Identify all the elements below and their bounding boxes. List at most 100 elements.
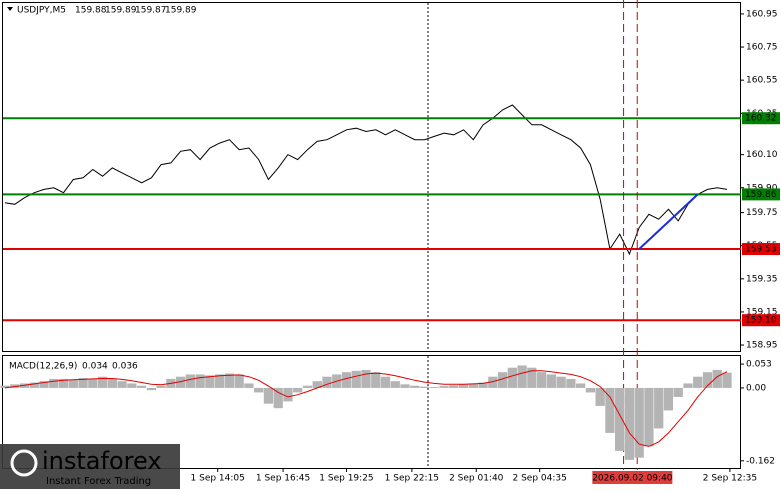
x-tick-label: 2 Sep 01:40 xyxy=(449,474,504,484)
y-tick-label: -0.162 xyxy=(746,456,775,466)
macd-bar xyxy=(527,367,537,388)
macd-bar xyxy=(29,382,39,388)
macd-bar xyxy=(595,387,605,406)
macd-bar xyxy=(497,372,508,388)
macd-bar xyxy=(478,382,488,388)
macd-bar xyxy=(556,376,566,388)
macd-bar xyxy=(351,370,361,388)
macd-bar xyxy=(644,387,654,447)
level-label: 159.53 xyxy=(745,245,777,255)
macd-bar xyxy=(185,374,196,388)
logo-name: instaforex xyxy=(42,447,162,475)
macd-bar xyxy=(254,387,264,393)
macd-bar xyxy=(146,387,156,391)
macd-bar xyxy=(302,385,313,388)
macd-bar xyxy=(468,383,478,388)
macd-bar xyxy=(683,383,693,388)
macd-bar xyxy=(273,387,283,409)
x-tick-label: 1 Sep 14:05 xyxy=(191,474,245,484)
macd-bar xyxy=(429,387,439,388)
y-tick-label: 159.35 xyxy=(746,274,778,284)
logo-tagline: Instant Forex Trading xyxy=(46,476,151,487)
signal-line xyxy=(4,370,728,447)
macd-bar xyxy=(136,385,147,388)
macd-bar xyxy=(585,387,596,393)
price-panel xyxy=(2,2,741,352)
macd-bar xyxy=(175,376,186,388)
x-tick-label: 2 Sep 12:35 xyxy=(703,474,757,484)
y-tick-label: 159.75 xyxy=(746,208,778,218)
y-tick-label: 160.75 xyxy=(746,43,778,53)
level-badge xyxy=(742,314,780,327)
y-tick-label: 0.00 xyxy=(746,383,766,393)
macd-bar xyxy=(712,369,722,388)
y-tick-label: 0.053 xyxy=(746,360,772,370)
macd-bar xyxy=(410,385,420,388)
ohlc-value: 159.87 xyxy=(135,6,167,16)
macd-bar xyxy=(546,374,557,388)
macd-bar xyxy=(195,374,205,388)
macd-bar xyxy=(127,383,137,388)
macd-bar xyxy=(224,373,235,388)
macd-bar xyxy=(58,378,69,388)
macd-bar xyxy=(507,367,517,388)
macd-bar xyxy=(341,372,352,388)
macd-bar xyxy=(673,387,683,397)
macd-bar xyxy=(215,374,225,388)
y-tick-label: 160.55 xyxy=(746,76,778,86)
macd-bar xyxy=(49,378,59,388)
y-tick-label: 160.10 xyxy=(746,150,778,160)
macd-bar xyxy=(624,387,635,460)
level-badge xyxy=(742,243,780,256)
macd-bar xyxy=(419,386,430,388)
macd-bar xyxy=(654,387,664,429)
level-label: 159.86 xyxy=(745,190,777,200)
macd-bar xyxy=(634,387,644,458)
macd-bar xyxy=(234,374,244,388)
macd-bar xyxy=(88,378,98,388)
macd-bar xyxy=(663,387,674,411)
menu-arrow xyxy=(7,7,13,11)
level-label: 159.10 xyxy=(745,316,777,326)
macd-bar xyxy=(107,378,117,388)
macd-bar xyxy=(615,387,625,451)
logo-icon xyxy=(10,449,38,477)
macd-readout: 0.036 xyxy=(112,362,138,372)
macd-bar xyxy=(488,376,498,388)
level-badge xyxy=(742,188,780,201)
macd-bar xyxy=(322,376,332,388)
macd-panel xyxy=(2,355,741,469)
y-tick-label: 158.95 xyxy=(746,341,778,351)
macd-bar xyxy=(0,385,10,388)
macd-bar xyxy=(576,383,586,388)
macd-bar xyxy=(371,372,381,388)
macd-bar xyxy=(449,385,459,388)
macd-bar xyxy=(390,381,400,388)
macd-bar xyxy=(361,369,371,388)
macd-readout: 0.034 xyxy=(82,362,108,372)
macd-bar xyxy=(693,376,703,388)
macd-bar xyxy=(458,384,469,388)
x-tick-label: 1 Sep 16:45 xyxy=(256,474,310,484)
x-tick-label: 1 Sep 22:15 xyxy=(385,474,439,484)
macd-bar xyxy=(312,381,322,388)
macd-bar xyxy=(722,372,732,388)
trend-line xyxy=(638,193,699,250)
y-tick-label: 159.15 xyxy=(746,307,778,317)
ohlc-value: 159.89 xyxy=(165,6,197,16)
x-tick-label: 1 Sep 19:25 xyxy=(319,474,373,484)
cursor-label: 2026.09.02 09:40 xyxy=(592,474,673,484)
macd-bar xyxy=(566,378,576,388)
macd-bar xyxy=(68,379,78,388)
y-tick-label: 159.90 xyxy=(746,183,778,193)
macd-bar xyxy=(283,387,293,402)
price-line xyxy=(4,104,728,256)
macd-bar xyxy=(605,387,615,433)
level-label: 160.32 xyxy=(745,114,777,124)
macd-bar xyxy=(205,375,215,388)
macd-bar xyxy=(263,387,274,404)
ohlc-value: 159.89 xyxy=(105,6,137,16)
macd-title: MACD(12,26,9) xyxy=(9,362,77,372)
